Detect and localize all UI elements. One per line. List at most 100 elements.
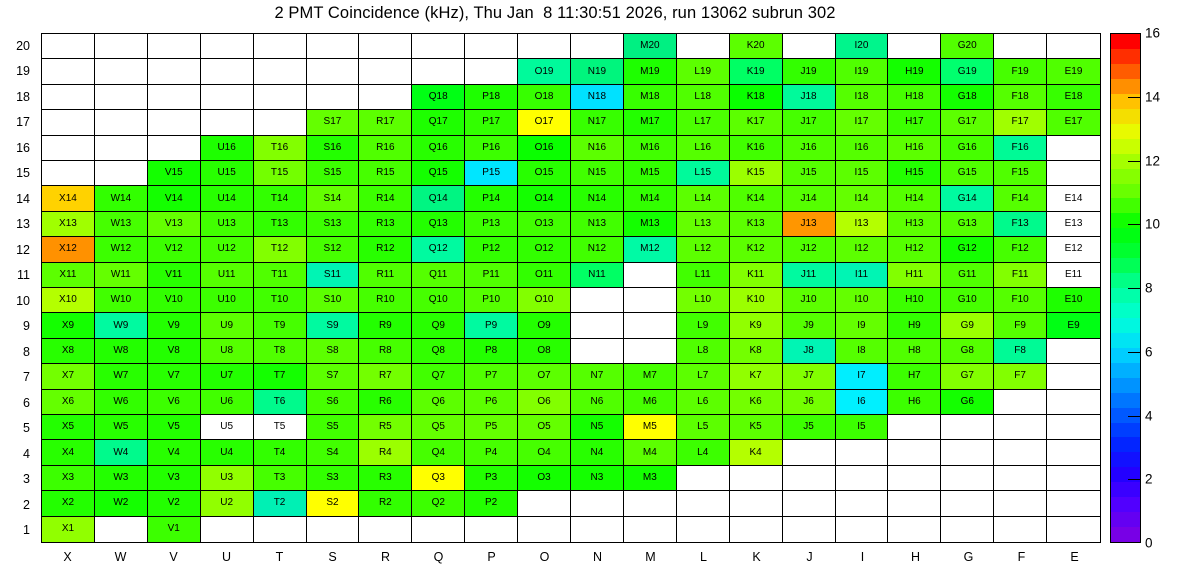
heatmap-cell-p9: P9 <box>465 313 519 339</box>
heatmap-cell-label: L13 <box>694 217 712 229</box>
heatmap-cell-label: R7 <box>378 370 392 382</box>
heatmap-cell-label: J19 <box>800 65 817 77</box>
heatmap-cell-label: V1 <box>167 523 180 535</box>
heatmap-cell-label: J11 <box>800 268 817 280</box>
heatmap-cell-j13: J13 <box>782 211 836 238</box>
heatmap-cell-g8: G8 <box>941 338 995 365</box>
heatmap-cell-g14: G14 <box>941 186 995 212</box>
heatmap-cell-j11: J11 <box>782 262 836 288</box>
heatmap-cell-j7: J7 <box>782 364 836 390</box>
heatmap-cell-empty <box>835 516 889 542</box>
x-tick-O: O <box>539 550 550 564</box>
heatmap-cell-i14: I14 <box>835 186 889 212</box>
heatmap-cell-label: R15 <box>376 167 395 179</box>
colorbar-band <box>1111 49 1140 64</box>
heatmap-cell-label: N5 <box>590 421 604 433</box>
heatmap-cell-label: T12 <box>270 243 289 255</box>
heatmap-cell-empty <box>994 34 1048 60</box>
heatmap-cell-m20: M20 <box>623 34 677 60</box>
heatmap-cell-k13: K13 <box>729 211 783 238</box>
heatmap-cell-label: N17 <box>587 116 607 128</box>
heatmap-cell-q9: Q9 <box>412 313 466 339</box>
heatmap-cell-label: P15 <box>482 167 501 179</box>
heatmap-cell-x3: X3 <box>42 465 95 492</box>
heatmap-cell-q12: Q12 <box>412 237 466 263</box>
heatmap-cell-q16: Q16 <box>412 135 466 161</box>
heatmap-cell-r14: R14 <box>359 186 413 212</box>
heatmap-cell-empty <box>1047 34 1100 60</box>
heatmap-cell-p2: P2 <box>465 491 519 517</box>
heatmap-cell-label: I18 <box>854 90 869 102</box>
heatmap-cell-label: O8 <box>537 344 551 356</box>
heatmap-cell-empty <box>147 59 201 85</box>
heatmap-cell-empty <box>94 59 148 85</box>
heatmap-cell-label: J13 <box>800 217 817 229</box>
heatmap-cell-t7: T7 <box>253 364 307 390</box>
x-tick-E: E <box>1070 550 1079 564</box>
y-tick-10: 10 <box>16 293 30 308</box>
heatmap-cell-u7: U7 <box>200 364 254 390</box>
colorbar-label-16: 16 <box>1145 25 1161 41</box>
heatmap-cell-q4: Q4 <box>412 440 466 466</box>
heatmap-cell-label: J14 <box>800 192 817 204</box>
heatmap-cell-label: X7 <box>61 370 75 382</box>
heatmap-cell-t15: T15 <box>253 160 307 187</box>
heatmap-cell-label: T4 <box>273 446 286 458</box>
y-tick-19: 19 <box>16 64 30 79</box>
heatmap-cell-label: F10 <box>1011 294 1029 306</box>
heatmap-cell-u2: U2 <box>200 491 254 517</box>
colorbar-band <box>1111 332 1140 348</box>
heatmap-cell-e11: E11 <box>1047 262 1100 288</box>
heatmap-cell-label: O15 <box>534 167 554 179</box>
heatmap-cell-label: V5 <box>167 421 180 433</box>
heatmap-cell-label: G14 <box>957 192 977 204</box>
heatmap-cell-x8: X8 <box>42 338 95 365</box>
heatmap-cell-h15: H15 <box>888 160 942 187</box>
heatmap-cell-o13: O13 <box>518 211 571 238</box>
heatmap-cell-f17: F17 <box>994 110 1048 136</box>
heatmap-cell-empty <box>571 313 624 339</box>
heatmap-cell-label: F9 <box>1014 319 1026 331</box>
heatmap-cell-label: I10 <box>854 294 869 306</box>
heatmap-cell-label: G11 <box>958 268 977 280</box>
heatmap-cell-i7: I7 <box>835 364 889 390</box>
colorbar-band <box>1111 422 1140 438</box>
heatmap-cell-label: H9 <box>907 319 921 331</box>
heatmap-cell-label: H10 <box>905 294 924 306</box>
heatmap-cell-empty <box>94 110 148 136</box>
heatmap-cell-empty <box>465 59 519 85</box>
heatmap-cell-x9: X9 <box>42 313 95 339</box>
heatmap-cell-u9: U9 <box>200 313 254 339</box>
heatmap-cell-label: I17 <box>854 116 869 128</box>
heatmap-cell-i16: I16 <box>835 135 889 161</box>
heatmap-cell-label: Q14 <box>428 192 448 204</box>
heatmap-cell-q17: Q17 <box>412 110 466 136</box>
heatmap-cell-u15: U15 <box>200 160 254 187</box>
heatmap-cell-r6: R6 <box>359 389 413 415</box>
heatmap-cell-empty <box>835 465 889 492</box>
heatmap-cell-n5: N5 <box>571 414 624 441</box>
heatmap-cell-t13: T13 <box>253 211 307 238</box>
heatmap-cell-q13: Q13 <box>412 211 466 238</box>
heatmap-cell-t12: T12 <box>253 237 307 263</box>
heatmap-cell-j12: J12 <box>782 237 836 263</box>
heatmap-cell-s5: S5 <box>306 414 360 441</box>
heatmap-cell-empty <box>253 84 307 111</box>
heatmap-cell-s14: S14 <box>306 186 360 212</box>
heatmap-cell-label: K19 <box>746 65 765 77</box>
x-tick-K: K <box>752 550 761 564</box>
heatmap-cell-empty <box>42 59 95 85</box>
heatmap-cell-label: M3 <box>642 471 657 483</box>
heatmap-cell-m17: M17 <box>623 110 677 136</box>
heatmap-cell-n4: N4 <box>571 440 624 466</box>
heatmap-cell-label: X2 <box>61 497 75 509</box>
heatmap-cell-label: L4 <box>697 446 709 458</box>
heatmap-cell-empty <box>1047 414 1100 441</box>
heatmap-cell-r3: R3 <box>359 465 413 492</box>
heatmap-cell-t3: T3 <box>253 465 307 492</box>
heatmap-cell-v11: V11 <box>147 262 201 288</box>
heatmap-cell-label: I19 <box>854 65 869 77</box>
heatmap-cell-empty <box>94 34 148 60</box>
heatmap-cell-u3: U3 <box>200 465 254 492</box>
